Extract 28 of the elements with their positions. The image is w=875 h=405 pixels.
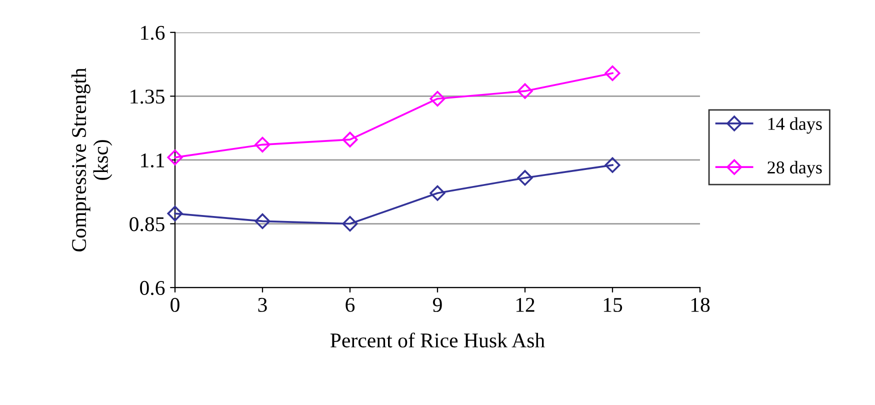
x-tick-label: 12 xyxy=(516,298,534,312)
y-tick-label: 1.1 xyxy=(141,153,164,168)
point xyxy=(254,213,270,229)
point xyxy=(604,157,620,173)
point xyxy=(342,216,358,232)
x-tick-label: 18 xyxy=(691,298,710,312)
point xyxy=(167,206,183,222)
point xyxy=(430,90,446,107)
x-axis-title: Percent of Rice Husk Ash xyxy=(330,332,545,348)
point xyxy=(167,150,183,166)
x-tick-label: 15 xyxy=(604,298,622,312)
y-tick-label: 1.35 xyxy=(130,90,164,104)
legend-label: 28 days xyxy=(768,160,822,178)
point xyxy=(254,136,270,152)
x-tick-label: 0 xyxy=(170,298,180,312)
y-tick-label: 1.6 xyxy=(141,26,165,40)
point xyxy=(517,170,533,186)
x-tick-label: 6 xyxy=(346,298,355,312)
point xyxy=(517,83,533,99)
point xyxy=(604,65,620,82)
point xyxy=(430,185,446,201)
legend-label: 14 days xyxy=(768,117,822,134)
x-tick-label: 3 xyxy=(258,298,267,312)
point xyxy=(342,132,358,148)
y-tick-label: 0.85 xyxy=(130,217,164,232)
x-tick-label: 9 xyxy=(432,298,442,312)
y-tick-label: 0.6 xyxy=(140,280,165,296)
y-axis-title: Compressive Strength (ksc) xyxy=(71,68,112,252)
